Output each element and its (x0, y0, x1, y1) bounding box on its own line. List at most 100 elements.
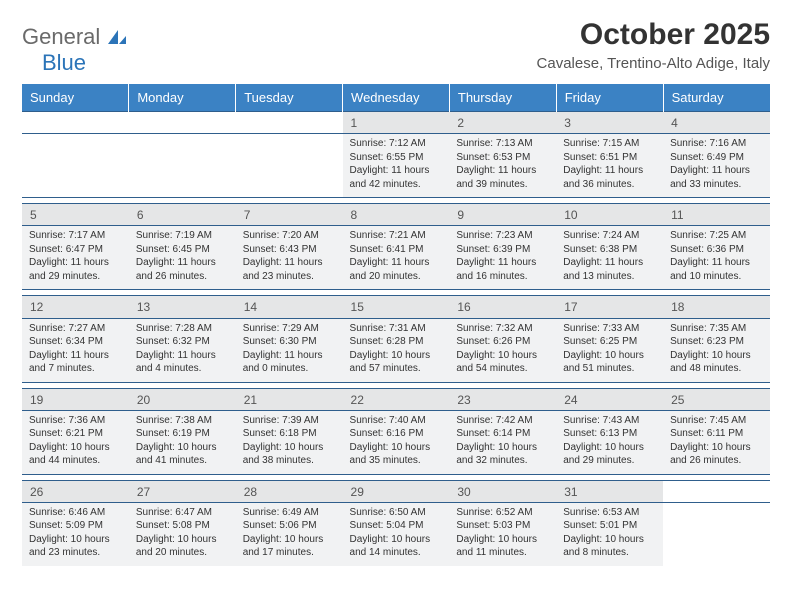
sunrise-line: Sunrise: 7:16 AM (670, 137, 763, 151)
day-details: Sunrise: 7:16 AMSunset: 6:49 PMDaylight:… (663, 134, 770, 197)
day-number-cell: 23 (449, 388, 556, 410)
day-number-row: 1234 (22, 112, 770, 134)
sunset-line: Sunset: 6:55 PM (350, 151, 443, 165)
day-details: Sunrise: 7:33 AMSunset: 6:25 PMDaylight:… (556, 319, 663, 382)
daylight-line: Daylight: 10 hours and 11 minutes. (456, 533, 549, 560)
day-number: 16 (457, 300, 470, 314)
sunrise-line: Sunrise: 7:40 AM (350, 414, 443, 428)
weekday-header: Thursday (449, 84, 556, 112)
daylight-line: Daylight: 10 hours and 48 minutes. (670, 349, 763, 376)
sunset-line: Sunset: 6:39 PM (456, 243, 549, 257)
day-details: Sunrise: 7:43 AMSunset: 6:13 PMDaylight:… (556, 411, 663, 474)
day-number-row: 567891011 (22, 204, 770, 226)
day-body-cell: Sunrise: 6:47 AMSunset: 5:08 PMDaylight:… (129, 502, 236, 566)
sunrise-line: Sunrise: 7:28 AM (136, 322, 229, 336)
calendar-table: Sunday Monday Tuesday Wednesday Thursday… (22, 84, 770, 566)
day-number: 4 (671, 116, 678, 130)
day-body-cell: Sunrise: 6:49 AMSunset: 5:06 PMDaylight:… (236, 502, 343, 566)
daylight-line: Daylight: 10 hours and 17 minutes. (243, 533, 336, 560)
sunset-line: Sunset: 6:43 PM (243, 243, 336, 257)
sunrise-line: Sunrise: 7:31 AM (350, 322, 443, 336)
sunrise-line: Sunrise: 7:19 AM (136, 229, 229, 243)
sunset-line: Sunset: 6:21 PM (29, 427, 122, 441)
logo: General Blue (22, 18, 127, 76)
sunset-line: Sunset: 6:25 PM (563, 335, 656, 349)
day-number-row: 19202122232425 (22, 388, 770, 410)
day-number-cell: 21 (236, 388, 343, 410)
daylight-line: Daylight: 10 hours and 14 minutes. (350, 533, 443, 560)
sunrise-line: Sunrise: 7:12 AM (350, 137, 443, 151)
day-number-cell (663, 480, 770, 502)
sunset-line: Sunset: 6:34 PM (29, 335, 122, 349)
day-body-cell (129, 134, 236, 198)
sunrise-line: Sunrise: 6:52 AM (456, 506, 549, 520)
daylight-line: Daylight: 11 hours and 4 minutes. (136, 349, 229, 376)
sunset-line: Sunset: 6:38 PM (563, 243, 656, 257)
sunset-line: Sunset: 6:16 PM (350, 427, 443, 441)
day-body-cell: Sunrise: 7:39 AMSunset: 6:18 PMDaylight:… (236, 410, 343, 474)
day-number-cell: 12 (22, 296, 129, 318)
day-details: Sunrise: 7:39 AMSunset: 6:18 PMDaylight:… (236, 411, 343, 474)
day-body-cell: Sunrise: 7:31 AMSunset: 6:28 PMDaylight:… (343, 318, 450, 382)
day-number: 3 (564, 116, 571, 130)
sunset-line: Sunset: 5:01 PM (563, 519, 656, 533)
day-number: 28 (244, 485, 257, 499)
sunset-line: Sunset: 6:14 PM (456, 427, 549, 441)
sunrise-line: Sunrise: 7:43 AM (563, 414, 656, 428)
daylight-line: Daylight: 10 hours and 51 minutes. (563, 349, 656, 376)
daylight-line: Daylight: 11 hours and 29 minutes. (29, 256, 122, 283)
day-body-cell: Sunrise: 7:36 AMSunset: 6:21 PMDaylight:… (22, 410, 129, 474)
daylight-line: Daylight: 11 hours and 42 minutes. (350, 164, 443, 191)
day-number: 8 (351, 208, 358, 222)
day-number-cell: 15 (343, 296, 450, 318)
day-number-cell: 30 (449, 480, 556, 502)
day-number-cell: 8 (343, 204, 450, 226)
day-body-cell (236, 134, 343, 198)
sunrise-line: Sunrise: 7:23 AM (456, 229, 549, 243)
sunrise-line: Sunrise: 6:53 AM (563, 506, 656, 520)
day-number-cell: 20 (129, 388, 236, 410)
sunset-line: Sunset: 6:23 PM (670, 335, 763, 349)
day-body-cell: Sunrise: 7:24 AMSunset: 6:38 PMDaylight:… (556, 226, 663, 290)
day-details: Sunrise: 7:40 AMSunset: 6:16 PMDaylight:… (343, 411, 450, 474)
day-details: Sunrise: 7:23 AMSunset: 6:39 PMDaylight:… (449, 226, 556, 289)
day-number: 31 (564, 485, 577, 499)
day-details: Sunrise: 7:28 AMSunset: 6:32 PMDaylight:… (129, 319, 236, 382)
daylight-line: Daylight: 11 hours and 23 minutes. (243, 256, 336, 283)
calendar-page: General Blue October 2025 Cavalese, Tren… (0, 0, 792, 584)
day-number-cell: 6 (129, 204, 236, 226)
day-body-cell: Sunrise: 7:12 AMSunset: 6:55 PMDaylight:… (343, 134, 450, 198)
day-details: Sunrise: 7:36 AMSunset: 6:21 PMDaylight:… (22, 411, 129, 474)
day-body-cell: Sunrise: 6:46 AMSunset: 5:09 PMDaylight:… (22, 502, 129, 566)
day-details: Sunrise: 7:21 AMSunset: 6:41 PMDaylight:… (343, 226, 450, 289)
day-number-cell: 29 (343, 480, 450, 502)
day-body-row: Sunrise: 7:17 AMSunset: 6:47 PMDaylight:… (22, 226, 770, 290)
sunrise-line: Sunrise: 7:17 AM (29, 229, 122, 243)
day-details: Sunrise: 7:15 AMSunset: 6:51 PMDaylight:… (556, 134, 663, 197)
sunrise-line: Sunrise: 7:15 AM (563, 137, 656, 151)
sunrise-line: Sunrise: 7:33 AM (563, 322, 656, 336)
day-number: 25 (671, 393, 684, 407)
sunrise-line: Sunrise: 7:20 AM (243, 229, 336, 243)
day-details: Sunrise: 7:13 AMSunset: 6:53 PMDaylight:… (449, 134, 556, 197)
day-details: Sunrise: 7:17 AMSunset: 6:47 PMDaylight:… (22, 226, 129, 289)
day-number-cell: 3 (556, 112, 663, 134)
day-body-row: Sunrise: 7:36 AMSunset: 6:21 PMDaylight:… (22, 410, 770, 474)
day-number: 17 (564, 300, 577, 314)
title-block: October 2025 Cavalese, Trentino-Alto Adi… (537, 18, 770, 72)
day-number-cell: 19 (22, 388, 129, 410)
day-details: Sunrise: 7:12 AMSunset: 6:55 PMDaylight:… (343, 134, 450, 197)
day-body-cell: Sunrise: 7:19 AMSunset: 6:45 PMDaylight:… (129, 226, 236, 290)
day-details: Sunrise: 6:53 AMSunset: 5:01 PMDaylight:… (556, 503, 663, 566)
day-body-row: Sunrise: 7:27 AMSunset: 6:34 PMDaylight:… (22, 318, 770, 382)
day-body-cell: Sunrise: 7:28 AMSunset: 6:32 PMDaylight:… (129, 318, 236, 382)
day-number: 13 (137, 300, 150, 314)
day-details: Sunrise: 7:35 AMSunset: 6:23 PMDaylight:… (663, 319, 770, 382)
sunrise-line: Sunrise: 6:50 AM (350, 506, 443, 520)
daylight-line: Daylight: 10 hours and 32 minutes. (456, 441, 549, 468)
sunset-line: Sunset: 6:19 PM (136, 427, 229, 441)
day-body-cell: Sunrise: 7:45 AMSunset: 6:11 PMDaylight:… (663, 410, 770, 474)
sunset-line: Sunset: 5:04 PM (350, 519, 443, 533)
day-number-cell: 18 (663, 296, 770, 318)
day-number: 24 (564, 393, 577, 407)
